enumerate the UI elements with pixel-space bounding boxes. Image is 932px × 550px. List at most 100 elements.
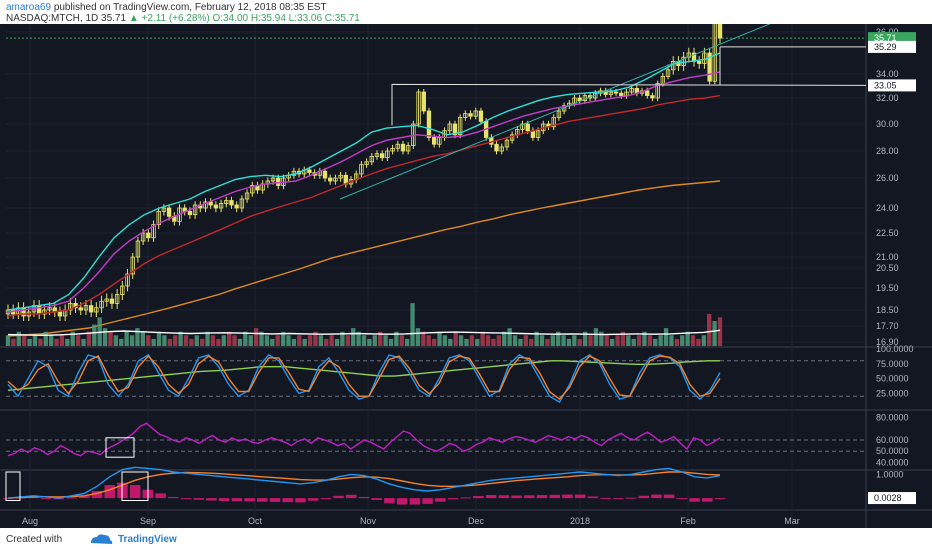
macd-hist-bar — [244, 498, 255, 502]
candle-body — [187, 210, 193, 216]
macd-hist-bar — [473, 495, 484, 499]
stoch-d-line — [7, 355, 721, 401]
candle-body — [629, 88, 634, 93]
volume-bar — [696, 338, 701, 346]
chart-canvas[interactable]: 36.00 34.00 32.00 30.00 28.00 26.00 24.00 22.50… — [0, 24, 932, 528]
author-link[interactable]: amaroa69 — [6, 2, 52, 13]
volume-bar — [534, 331, 539, 346]
candle-body — [608, 91, 614, 95]
macd-hist-bar — [346, 494, 357, 499]
candle-body — [166, 207, 172, 217]
candle-body — [405, 145, 411, 152]
time-axis-label: Feb — [680, 516, 696, 526]
volume-bar — [426, 335, 431, 346]
stoch-tick-label: 25.0000 — [876, 388, 909, 398]
volume-bar — [43, 331, 48, 346]
volume-bar — [162, 335, 167, 346]
volume-bar — [38, 338, 43, 346]
macd-hist-bar — [206, 498, 217, 501]
volume-bar — [566, 338, 572, 346]
volume-bar — [642, 331, 647, 346]
macd-hist-bar — [218, 498, 230, 501]
volume-bar — [210, 335, 216, 346]
volume-bar — [361, 335, 367, 346]
volume-bar — [302, 338, 307, 346]
price-tick-label: 34.00 — [876, 69, 899, 79]
time-axis-label: Oct — [248, 516, 263, 526]
macd-value-tag-bg — [868, 492, 916, 505]
candle-body — [328, 177, 333, 182]
volume-bar — [259, 331, 264, 346]
macd-hist-bar — [307, 498, 319, 501]
published-text: published on TradingView.com, February 1… — [53, 2, 327, 13]
candle-body — [57, 311, 63, 317]
candle-body — [457, 117, 463, 136]
candle-body — [426, 110, 432, 138]
candle-body — [234, 204, 239, 209]
volume-bar — [518, 338, 523, 346]
volume-bar — [448, 338, 453, 346]
volume-bar — [658, 335, 663, 346]
volume-bar — [22, 335, 27, 346]
volume-bar — [437, 331, 442, 346]
volume-bar — [512, 335, 518, 346]
volume-bar — [173, 335, 178, 346]
time-axis-label: Mar — [784, 516, 800, 526]
volume-bar — [102, 328, 108, 346]
candle-body — [416, 91, 421, 125]
macd-hist-bar — [587, 496, 599, 499]
macd-hist-bar — [396, 498, 408, 505]
volume-bar — [286, 335, 291, 346]
candle-body — [322, 170, 328, 179]
volume-bar — [442, 335, 448, 346]
volume-bar — [81, 338, 86, 346]
candle-body — [135, 240, 141, 258]
volume-bar — [11, 338, 16, 346]
last-price: 35.71 — [101, 13, 127, 24]
candle-body — [208, 201, 213, 206]
volume-bar — [577, 338, 582, 346]
volume-bar — [151, 338, 156, 346]
macd-hist-bar — [485, 495, 497, 499]
sma-long-line — [7, 180, 721, 337]
volume-bar — [48, 335, 54, 346]
volume-bar — [388, 338, 394, 346]
price-tick-label: 26.00 — [876, 173, 899, 183]
volume-bar — [475, 338, 480, 346]
candle-body — [83, 305, 89, 311]
macd-tick-label: 1.0000 — [876, 469, 904, 479]
macd-hist-bar — [358, 496, 370, 499]
candle-body — [109, 298, 115, 304]
volume-bar — [146, 335, 151, 346]
volume-bar — [297, 335, 302, 346]
volume-bar — [480, 331, 485, 346]
volume-bar — [345, 335, 350, 346]
macd-hist-bar — [613, 498, 624, 500]
stoch-tick-label: 75.0000 — [876, 359, 909, 369]
price-axis-background — [866, 24, 932, 528]
support-level-line — [391, 83, 867, 86]
candle-body — [556, 110, 562, 118]
candle-body — [192, 204, 198, 216]
macd-highlight-box-left — [5, 471, 21, 501]
level-low-tag: 33.05 — [874, 80, 897, 90]
volume-bar — [113, 335, 119, 346]
volume-bar — [356, 331, 361, 346]
candle-body — [447, 123, 452, 132]
price-tick-label: 17.70 — [876, 321, 899, 331]
volume-bar — [232, 335, 237, 346]
volume-bar — [135, 328, 140, 346]
brand-name[interactable]: TradingView — [118, 534, 177, 545]
volume-bar — [59, 335, 65, 346]
candle-body — [140, 232, 146, 242]
volume-bar — [572, 335, 577, 346]
candle-body — [161, 207, 167, 212]
macd-hist-bar — [129, 485, 141, 499]
created-with-label: Created with — [6, 534, 63, 545]
macd-hist-bar — [460, 497, 471, 499]
volume-bar — [599, 331, 604, 346]
volume-bar — [383, 335, 388, 346]
macd-hist-bar — [524, 495, 535, 499]
candle-body — [421, 91, 426, 112]
volume-bar — [485, 335, 491, 346]
